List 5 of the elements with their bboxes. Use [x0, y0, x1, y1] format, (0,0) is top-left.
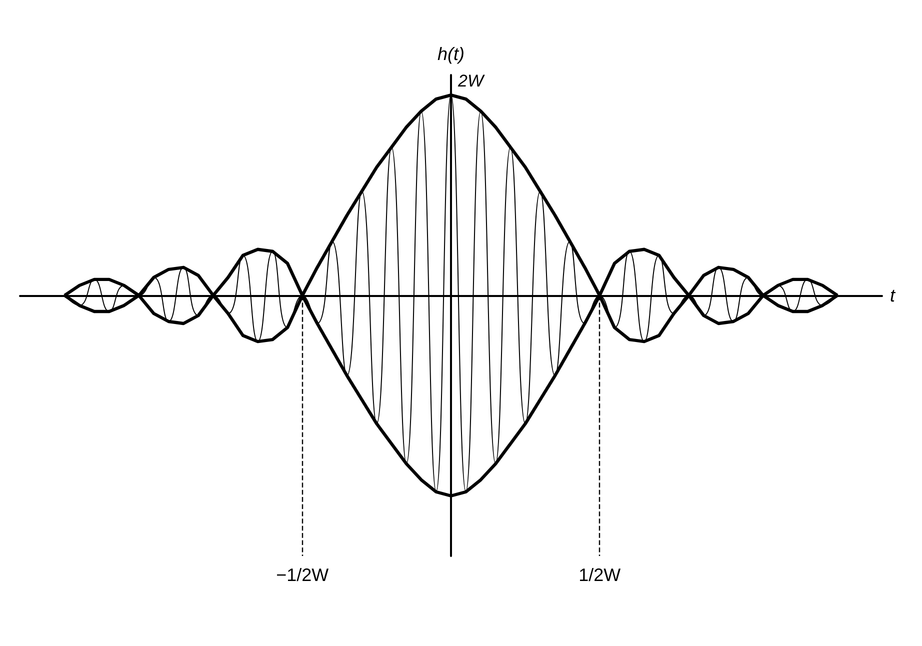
- annotation: 2W: [457, 72, 486, 91]
- y-axis-title: h(t): [438, 44, 464, 64]
- x-axis-title: t: [890, 285, 896, 306]
- x-tick-label: −1/2W: [276, 565, 329, 585]
- x-tick-label: 1/2W: [578, 565, 621, 585]
